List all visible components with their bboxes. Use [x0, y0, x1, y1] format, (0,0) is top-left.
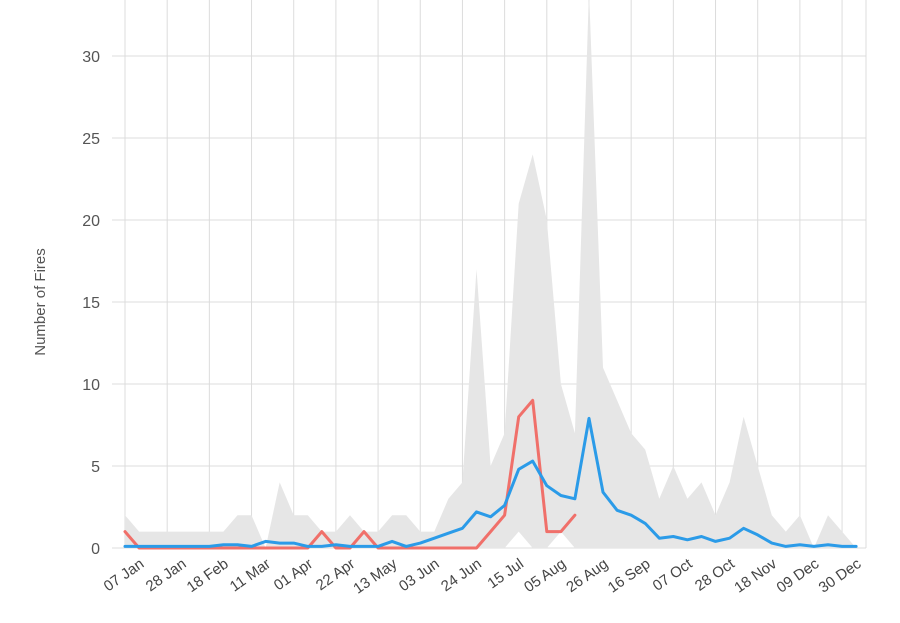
- x-tick-label: 24 Jun: [438, 555, 485, 595]
- y-tick-label: 15: [82, 295, 100, 312]
- x-tick-label: 03 Jun: [396, 555, 443, 595]
- y-tick-label: 5: [91, 459, 100, 476]
- x-tick-label: 01 Apr: [271, 555, 316, 594]
- x-tick-label: 11 Mar: [227, 555, 274, 595]
- x-tick-label: 09 Dec: [773, 555, 822, 596]
- current-year-line: [123, 398, 577, 550]
- y-axis-ticks: 0 5 10 15 20 25 30: [82, 49, 100, 558]
- x-tick-label: 28 Jan: [143, 555, 190, 595]
- x-tick-label: 30 Dec: [816, 555, 865, 596]
- x-tick-label: 15 Jul: [484, 555, 527, 592]
- x-tick-label: 07 Oct: [650, 555, 697, 595]
- y-tick-label: 20: [82, 213, 100, 230]
- x-tick-label: 26 Aug: [563, 555, 611, 596]
- series-lines: [123, 398, 858, 550]
- x-tick-label: 16 Sep: [605, 555, 654, 596]
- x-tick-label: 05 Aug: [521, 555, 569, 596]
- y-tick-label: 30: [82, 49, 100, 66]
- x-tick-label: 07 Jan: [101, 555, 148, 595]
- y-tick-label: 10: [82, 377, 100, 394]
- average-line: [123, 416, 858, 548]
- y-axis-label: Number of Fires: [32, 248, 49, 356]
- x-tick-label: 18 Feb: [184, 555, 232, 596]
- y-tick-label: 0: [91, 541, 100, 558]
- x-tick-label: 28 Oct: [692, 555, 739, 595]
- x-tick-label: 13 May: [350, 555, 400, 597]
- y-tick-label: 25: [82, 131, 100, 148]
- x-tick-label: 18 Nov: [731, 555, 780, 596]
- x-tick-label: 22 Apr: [313, 555, 358, 594]
